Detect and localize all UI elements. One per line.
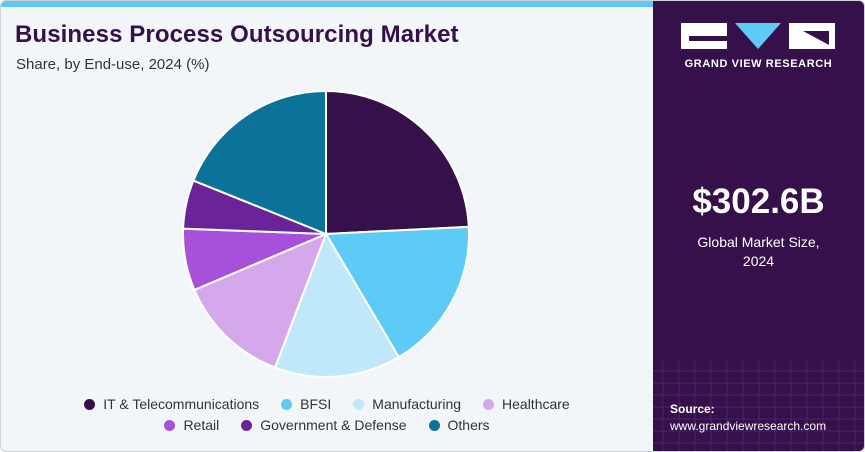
source-label: Source:	[670, 402, 715, 416]
legend-label: Others	[447, 417, 490, 433]
market-size-value: $302.6B	[692, 182, 825, 221]
legend-swatch	[164, 419, 176, 431]
legend-label: Manufacturing	[372, 396, 462, 412]
pie-slice-healthcare	[193, 232, 328, 369]
decorative-grid	[653, 361, 864, 451]
legend-label: Government & Defense	[260, 417, 407, 433]
legend-row-2: Retail Government & Defense Others	[1, 417, 653, 433]
brand-name: GRAND VIEW RESEARCH	[684, 58, 833, 70]
pie-chart	[182, 89, 470, 378]
legend-swatch	[84, 398, 96, 410]
legend-item-healthcare: Healthcare	[483, 396, 570, 412]
market-size-label-line2: 2024	[742, 253, 775, 269]
legend-label: BFSI	[300, 396, 332, 412]
chart-subtitle: Share, by End-use, 2024 (%)	[16, 56, 210, 73]
info-sidebar: GRAND VIEW RESEARCH $302.6B Global Marke…	[653, 1, 864, 451]
legend-swatch	[353, 398, 365, 410]
pie-slice-others	[192, 89, 327, 236]
legend-swatch	[428, 419, 440, 431]
legend-swatch	[241, 419, 253, 431]
legend-label: Retail	[183, 417, 220, 433]
legend-item-others: Others	[428, 417, 490, 433]
source-url[interactable]: www.grandviewresearch.com	[670, 419, 827, 433]
legend-item-manufacturing: Manufacturing	[353, 396, 461, 412]
grand-view-research-logo-icon	[681, 23, 835, 49]
pie-slice-it-telecommunications	[325, 89, 470, 236]
chart-title: Business Process Outsourcing Market	[15, 21, 459, 48]
legend-label: Healthcare	[502, 396, 570, 412]
legend-swatch	[281, 398, 293, 410]
market-size-label: Global Market Size, 2024	[653, 233, 864, 271]
legend-label: IT & Telecommunications	[103, 396, 260, 412]
market-size-label-line1: Global Market Size,	[697, 234, 820, 250]
legend-item-bfsi: BFSI	[281, 396, 331, 412]
legend-swatch	[483, 398, 495, 410]
legend-item-it-telecom: IT & Telecommunications	[84, 396, 259, 412]
legend-item-retail: Retail	[164, 417, 219, 433]
legend-item-government-defense: Government & Defense	[241, 417, 407, 433]
top-accent-bar	[1, 1, 653, 7]
pie-slice-manufacturing	[273, 231, 401, 378]
legend-row-1: IT & Telecommunications BFSI Manufacturi…	[1, 396, 653, 412]
pie-slice-bfsi	[324, 225, 470, 359]
